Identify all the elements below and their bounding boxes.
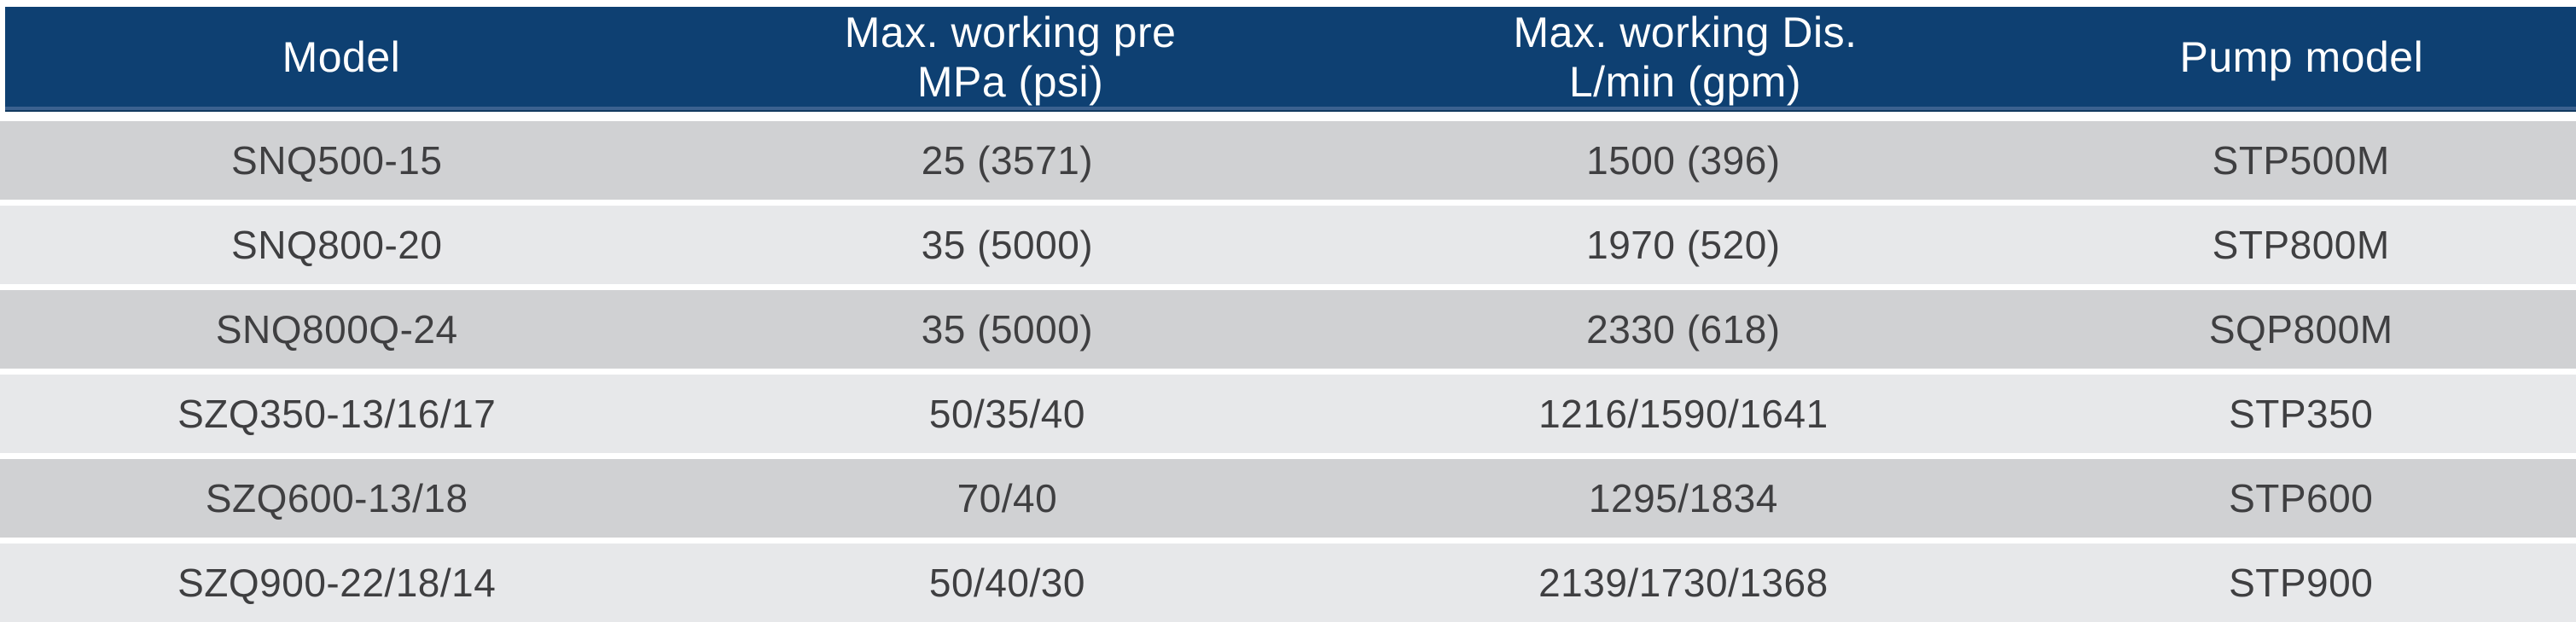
cell-pump-model: STP600	[2229, 476, 2374, 520]
cell-max-working-pressure: 50/40/30	[928, 561, 1085, 605]
cell-model: SZQ350-13/16/17	[177, 392, 497, 436]
cell-pump-model: STP900	[2229, 561, 2374, 605]
table-row: SNQ500-15 25 (3571) 1500 (396) STP500M	[0, 121, 2576, 200]
cell-model: SNQ800Q-24	[215, 307, 458, 352]
table-row: SZQ350-13/16/17 50/35/40 1216/1590/1641 STP…	[0, 375, 2576, 453]
cell-pump-model: STP800M	[2212, 223, 2390, 267]
cell-pump-model: STP500M	[2212, 138, 2390, 183]
cell-max-working-pressure: 25 (3571)	[921, 138, 1094, 183]
table-row: SZQ900-22/18/14 50/40/30 2139/1730/1368 STP…	[0, 544, 2576, 622]
cell-max-working-pressure: 35 (5000)	[921, 223, 1094, 267]
cell-model: SZQ900-22/18/14	[177, 561, 497, 605]
table-row: SNQ800Q-24 35 (5000) 2330 (618) SQP800M	[0, 290, 2576, 369]
table-row: SNQ800-20 35 (5000) 1970 (520) STP800M	[0, 206, 2576, 284]
column-header-max-working-pressure: Max. working pre MPa (psi)	[844, 8, 1177, 106]
cell-model: SZQ600-13/18	[205, 476, 468, 520]
cell-max-working-discharge: 1216/1590/1641	[1538, 392, 1829, 436]
cell-max-working-discharge: 1970 (520)	[1586, 223, 1781, 267]
column-header-pump-model: Pump model	[2179, 32, 2424, 81]
column-header-max-working-discharge: Max. working Dis. L/min (gpm)	[1513, 8, 1858, 106]
cell-max-working-discharge: 2139/1730/1368	[1538, 561, 1829, 605]
cell-max-working-pressure: 35 (5000)	[921, 307, 1094, 352]
table-header-row: Model Max. working pre MPa (psi) Max. wo…	[5, 7, 2576, 110]
cell-max-working-pressure: 70/40	[957, 476, 1058, 520]
cell-max-working-discharge: 1295/1834	[1588, 476, 1778, 520]
cell-pump-model: SQP800M	[2208, 307, 2393, 352]
cell-max-working-discharge: 1500 (396)	[1586, 138, 1781, 183]
cell-max-working-discharge: 2330 (618)	[1586, 307, 1781, 352]
table-row: SZQ600-13/18 70/40 1295/1834 STP600	[0, 459, 2576, 538]
column-header-model: Model	[282, 32, 401, 81]
cell-model: SNQ500-15	[231, 138, 443, 183]
cell-max-working-pressure: 50/35/40	[928, 392, 1085, 436]
cell-model: SNQ800-20	[231, 223, 443, 267]
table-body: SNQ500-15 25 (3571) 1500 (396) STP500M SNQ80…	[0, 121, 2576, 622]
cell-pump-model: STP350	[2229, 392, 2374, 436]
